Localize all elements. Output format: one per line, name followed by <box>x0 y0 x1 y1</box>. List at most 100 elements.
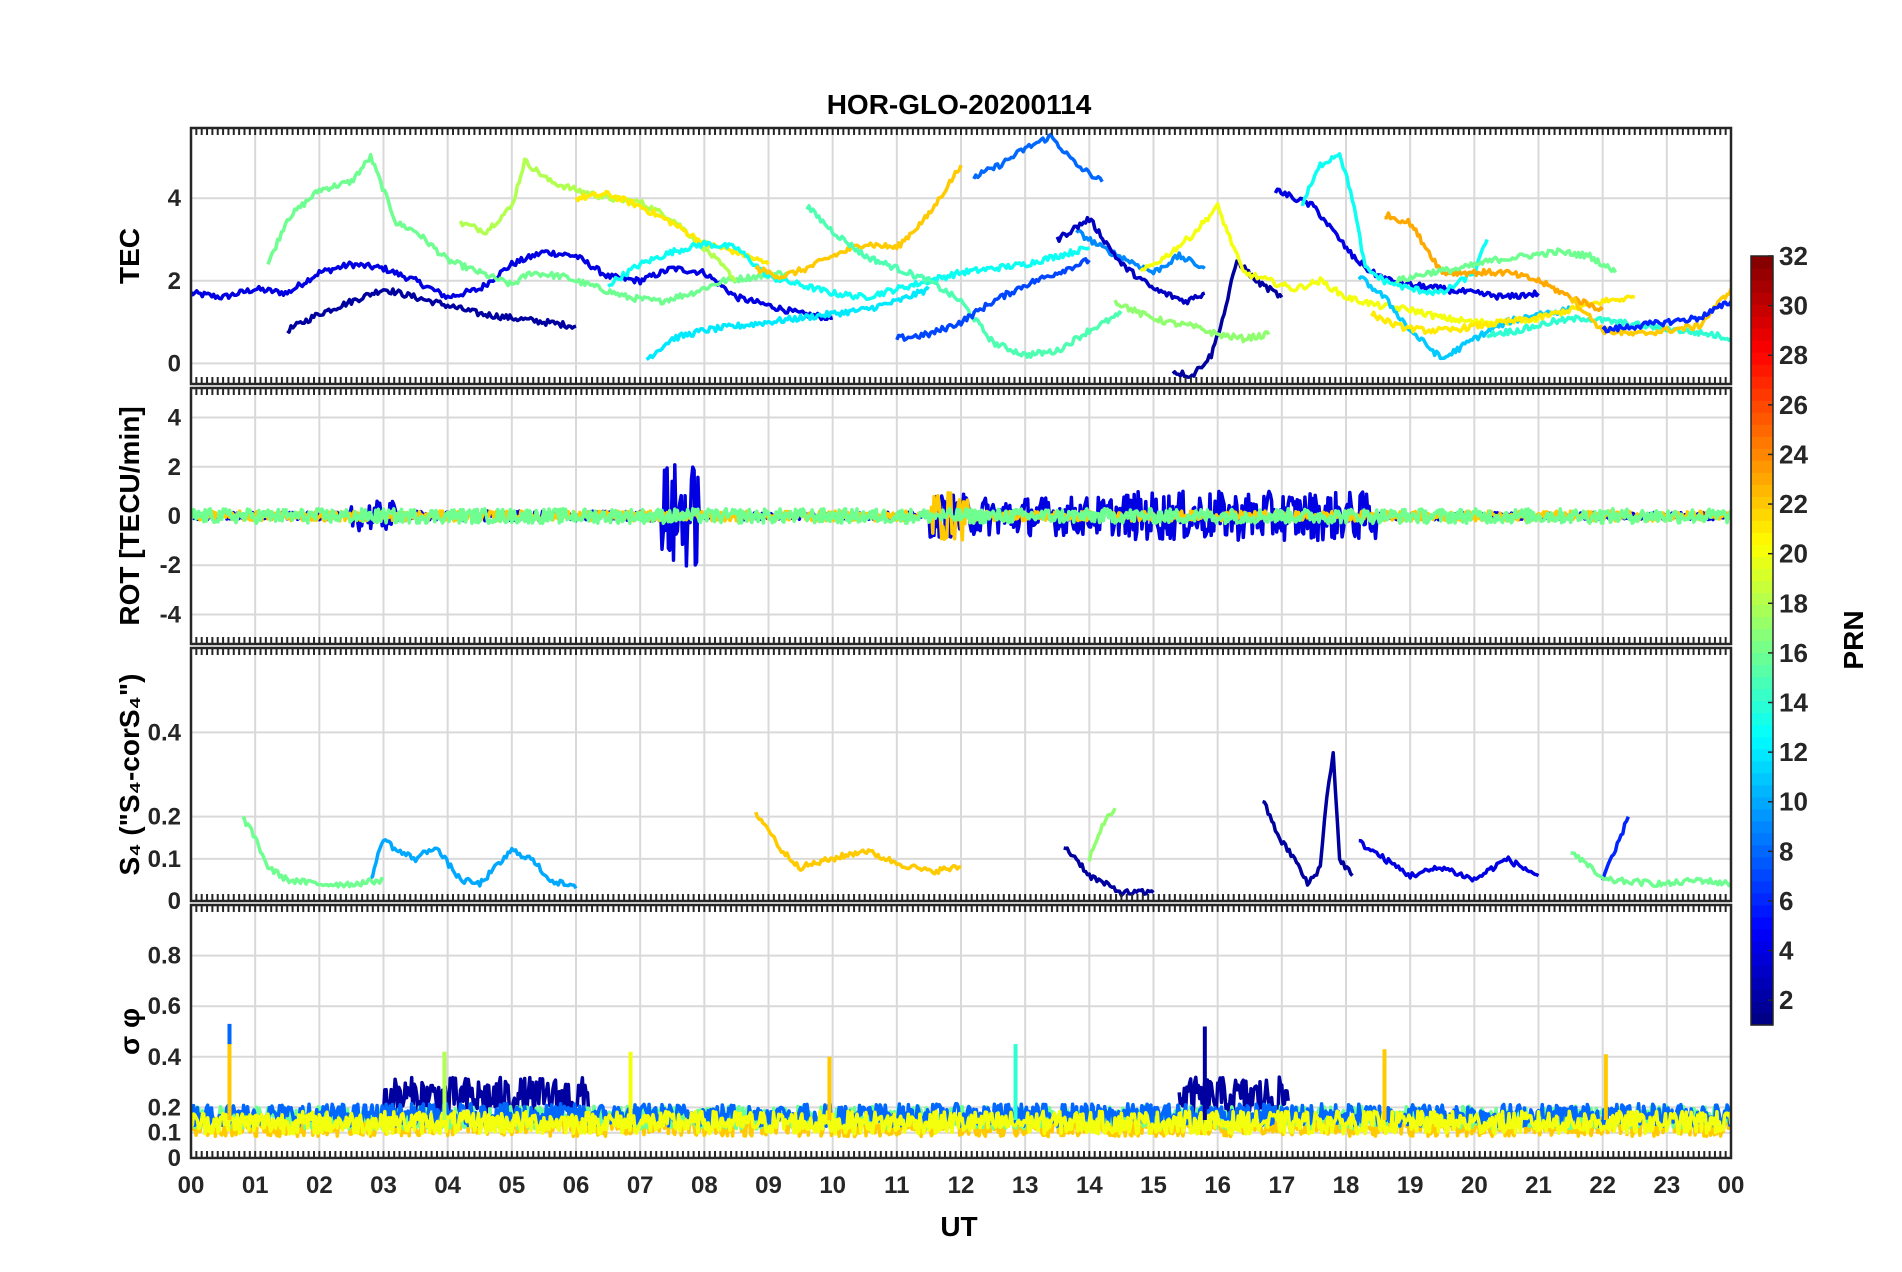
x-tick-label: 20 <box>1461 1172 1488 1199</box>
panel-s4: 0 0.1 0.2 0.4S₄ ("S₄-corS₄") <box>114 646 1733 915</box>
colorbar-tick-label: 2 <box>1779 985 1793 1015</box>
series-prn-20 <box>1139 202 1541 327</box>
series-prn-4 <box>1358 838 1540 883</box>
colorbar-tick-label: 26 <box>1779 390 1808 420</box>
minor-ticks <box>190 128 1732 384</box>
x-tick-label: 16 <box>1204 1172 1231 1199</box>
colorbar-swatch <box>1751 796 1773 810</box>
minor-ticks <box>190 388 1732 644</box>
series-prn-22 <box>754 164 963 281</box>
series-prn-20 <box>191 1109 1731 1136</box>
series-prn-23 <box>1384 211 1604 313</box>
x-tick-label: 12 <box>948 1172 975 1199</box>
colorbar-tick-label: 16 <box>1779 638 1808 668</box>
colorbar-swatch <box>1751 340 1773 353</box>
colorbar-tick-label: 12 <box>1779 737 1808 767</box>
y-tick-label: 4 <box>168 185 182 212</box>
x-tick-label: 08 <box>691 1172 718 1199</box>
colorbar-swatch <box>1751 892 1773 906</box>
colorbar-label: PRN <box>1838 610 1869 669</box>
series-prn-16 <box>266 152 789 306</box>
colorbar-swatch <box>1751 496 1773 509</box>
x-axis: 00 01 02 03 04 05 06 07 08 09 10 11 12 13 14 15 16 17 18 19… <box>178 1172 1745 1199</box>
panel-data <box>191 463 1731 568</box>
colorbar-swatch <box>1751 844 1773 858</box>
x-tick-label: 00 <box>1718 1172 1745 1199</box>
colorbar-frame <box>1750 255 1774 1026</box>
series-prn-13 <box>1300 152 1489 297</box>
x-tick-label: 11 <box>884 1172 909 1199</box>
colorbar-swatch <box>1751 988 1773 1002</box>
y-axis-title: TEC <box>114 228 145 284</box>
colorbar-swatch <box>1751 784 1773 798</box>
colorbar-swatch <box>1751 544 1773 557</box>
colorbar-swatch <box>1751 940 1773 954</box>
colorbar-swatch <box>1751 868 1773 882</box>
series-prn-3 <box>1055 215 1206 306</box>
colorbar-swatch <box>1751 928 1773 942</box>
series-prn-2 <box>286 287 577 334</box>
x-tick-label: 05 <box>498 1172 525 1199</box>
colorbar-tick-label: 20 <box>1779 539 1808 569</box>
series-prn-16 <box>241 815 385 889</box>
x-tick-label: 13 <box>1012 1172 1039 1199</box>
x-tick-label: 14 <box>1076 1172 1103 1199</box>
colorbar-swatch <box>1751 580 1773 594</box>
colorbar-swatch <box>1751 304 1773 317</box>
x-tick-label: 22 <box>1589 1172 1616 1199</box>
panel-data <box>191 1023 1731 1139</box>
colorbar-swatch <box>1751 952 1773 966</box>
colorbar-swatch <box>1751 664 1773 678</box>
x-tick-label: 03 <box>370 1172 397 1199</box>
colorbar-swatch <box>1751 268 1773 281</box>
panel-sigma-phi: 00.10.2 0.4 0.6 0.8 σ φ <box>114 903 1733 1172</box>
colorbar-swatch <box>1751 712 1773 726</box>
colorbar-swatch <box>1751 736 1773 750</box>
y-tick-label: 0 <box>168 350 181 377</box>
colorbar-swatch <box>1751 520 1773 533</box>
series-prn-14 <box>1486 314 1731 343</box>
colorbar-tick-label: 18 <box>1779 588 1808 618</box>
colorbar-swatch <box>1751 460 1773 473</box>
series-prn-10 <box>370 838 578 890</box>
y-tick-label: 0.8 <box>148 943 181 970</box>
colorbar-swatch <box>1751 688 1773 702</box>
colorbar-swatch <box>1751 1000 1773 1014</box>
y-tick-label: 0.2 <box>148 1094 181 1121</box>
y-tick-label: -2 <box>160 552 181 579</box>
x-axis-title: UT <box>940 1211 977 1242</box>
colorbar-swatch <box>1751 904 1773 918</box>
colorbar-swatch <box>1751 556 1773 570</box>
colorbar-tick-label: 4 <box>1779 936 1794 966</box>
series-prn-8 <box>972 132 1104 183</box>
x-tick-label: 02 <box>306 1172 333 1199</box>
colorbar-swatch <box>1751 748 1773 762</box>
colorbar-swatch <box>1751 652 1773 666</box>
colorbar-tick-label: 10 <box>1779 787 1808 817</box>
chart-title: HOR-GLO-20200114 <box>827 89 1092 120</box>
minor-ticks <box>190 905 1732 1158</box>
series-prn-6 <box>1601 816 1630 881</box>
colorbar-swatch <box>1751 328 1773 341</box>
colorbar-swatch <box>1751 448 1773 461</box>
colorbar-tick-label: 28 <box>1779 340 1808 370</box>
x-tick-label: 17 <box>1268 1172 1295 1199</box>
y-tick-label: 0.1 <box>148 1120 181 1147</box>
panel-data <box>241 750 1731 898</box>
series-prn-12 <box>645 286 930 361</box>
y-tick-label: 0 <box>168 503 181 530</box>
colorbar-swatch <box>1751 256 1773 269</box>
colorbar-swatch <box>1751 676 1773 690</box>
y-tick-label: 0.2 <box>148 804 181 831</box>
colorbar-swatch <box>1751 376 1773 389</box>
colorbar-swatch <box>1751 700 1773 714</box>
x-tick-label: 18 <box>1333 1172 1360 1199</box>
y-tick-label: 0 <box>168 1145 181 1172</box>
series-prn-22 <box>1569 288 1731 337</box>
y-tick-label: 0.4 <box>148 719 182 746</box>
series-prn-22 <box>754 811 962 876</box>
colorbar-swatch <box>1751 808 1773 822</box>
series-prn-21 <box>574 189 770 266</box>
